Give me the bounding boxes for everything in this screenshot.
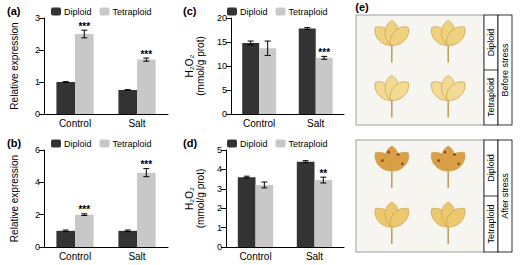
svg-text:Tetraploid: Tetraploid: [113, 7, 152, 17]
svg-text:5: 5: [217, 145, 222, 155]
svg-text:(e): (e): [355, 1, 369, 13]
svg-text:1: 1: [217, 223, 222, 233]
svg-text:***: ***: [318, 47, 330, 58]
svg-text:Diploid: Diploid: [64, 7, 92, 17]
svg-text:(b): (b): [7, 137, 21, 149]
svg-text:**: **: [319, 168, 327, 179]
svg-text:(a): (a): [7, 5, 21, 17]
svg-text:Diploid: Diploid: [64, 139, 92, 149]
svg-text:Control: Control: [243, 118, 275, 129]
svg-text:Control: Control: [59, 251, 91, 262]
svg-text:Control: Control: [239, 251, 271, 262]
svg-text:3: 3: [35, 13, 40, 23]
svg-text:Tetraploid: Tetraploid: [289, 7, 328, 17]
svg-text:Control: Control: [59, 118, 91, 129]
svg-text:***: ***: [140, 49, 152, 60]
svg-text:(c): (c): [183, 5, 197, 17]
svg-text:4: 4: [217, 164, 222, 174]
svg-text:Before stress: Before stress: [500, 43, 510, 97]
svg-text:***: ***: [140, 159, 152, 170]
svg-text:2: 2: [217, 203, 222, 213]
svg-text:Diploid: Diploid: [486, 29, 496, 57]
svg-text:1: 1: [35, 77, 40, 87]
svg-text:Salt: Salt: [306, 251, 323, 262]
svg-text:***: ***: [78, 21, 90, 32]
svg-text:2: 2: [35, 210, 40, 220]
svg-text:Diploid: Diploid: [486, 154, 496, 182]
svg-text:Tetraploid: Tetraploid: [289, 139, 328, 149]
svg-text:4: 4: [35, 177, 40, 187]
svg-text:5: 5: [222, 85, 227, 95]
svg-text:(mmol/g prot): (mmol/g prot): [195, 169, 206, 228]
svg-text:0: 0: [217, 242, 222, 252]
svg-text:0: 0: [222, 109, 227, 119]
svg-text:6: 6: [35, 145, 40, 155]
svg-text:15: 15: [217, 37, 227, 47]
svg-text:0: 0: [35, 242, 40, 252]
svg-text:2: 2: [35, 45, 40, 55]
svg-text:3: 3: [217, 184, 222, 194]
svg-text:H₂O₂: H₂O₂: [184, 55, 195, 78]
svg-text:20: 20: [217, 13, 227, 23]
svg-text:Relative expression: Relative expression: [9, 22, 20, 109]
svg-text:0: 0: [35, 109, 40, 119]
svg-text:10: 10: [217, 61, 227, 71]
svg-text:Tetraploid: Tetraploid: [486, 204, 496, 243]
svg-text:(mmol/g prot): (mmol/g prot): [195, 36, 206, 95]
svg-text:After stress: After stress: [500, 173, 510, 219]
svg-text:(d): (d): [183, 137, 197, 149]
svg-text:Diploid: Diploid: [240, 139, 268, 149]
svg-text:Tetraploid: Tetraploid: [486, 78, 496, 117]
svg-text:Diploid: Diploid: [240, 7, 268, 17]
svg-text:H₂O₂: H₂O₂: [184, 187, 195, 210]
svg-text:***: ***: [78, 204, 90, 215]
svg-text:Tetraploid: Tetraploid: [113, 139, 152, 149]
svg-text:Relative expression: Relative expression: [9, 155, 20, 242]
svg-text:Salt: Salt: [307, 118, 324, 129]
svg-text:Salt: Salt: [128, 118, 145, 129]
svg-text:Salt: Salt: [128, 251, 145, 262]
